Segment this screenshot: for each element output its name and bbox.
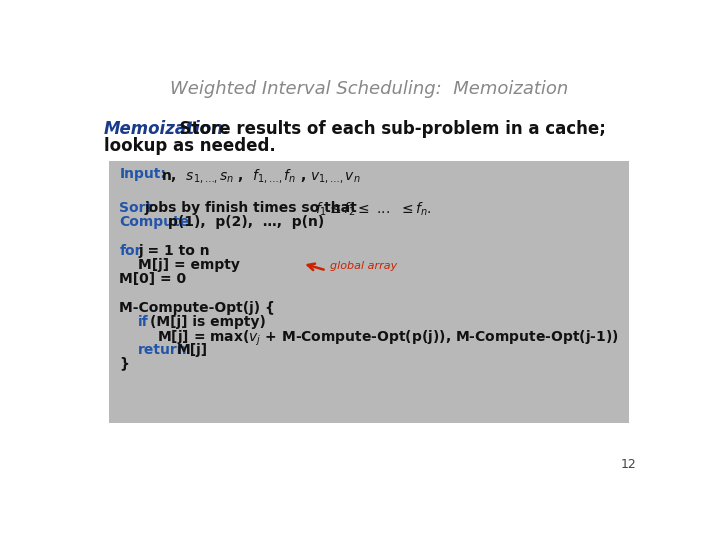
Text: M[j] = max($v_j$ + M-Compute-Opt(p(j)), M-Compute-Opt(j-1)): M[j] = max($v_j$ + M-Compute-Opt(p(j)), …: [157, 329, 618, 348]
Text: Sort: Sort: [120, 201, 153, 215]
Text: p(1),  p(2),  …,  p(n): p(1), p(2), …, p(n): [168, 215, 324, 229]
FancyBboxPatch shape: [109, 161, 629, 423]
Text: return: return: [138, 343, 188, 357]
Text: lookup as needed.: lookup as needed.: [104, 137, 276, 155]
Text: Compute: Compute: [120, 215, 189, 229]
Text: j = 1 to n: j = 1 to n: [138, 244, 210, 258]
Text: Weighted Interval Scheduling:  Memoization: Weighted Interval Scheduling: Memoizatio…: [170, 80, 568, 98]
Text: global array: global array: [330, 261, 397, 271]
Text: }: }: [120, 356, 130, 370]
Text: M-Compute-Opt(j) {: M-Compute-Opt(j) {: [120, 301, 275, 315]
Text: jobs by finish times so that: jobs by finish times so that: [144, 201, 366, 215]
Text: M[j]: M[j]: [177, 343, 208, 357]
Text: M[0] = 0: M[0] = 0: [120, 272, 186, 286]
Text: M[j] = empty: M[j] = empty: [138, 258, 240, 272]
Text: (M[j] is empty): (M[j] is empty): [150, 315, 266, 329]
Text: 12: 12: [621, 458, 636, 471]
Text: $f_1 \leq f_2 \leq$ ...  $\leq f_n$.: $f_1 \leq f_2 \leq$ ... $\leq f_n$.: [315, 201, 431, 219]
Text: if: if: [138, 315, 148, 329]
Text: Input:: Input:: [120, 167, 166, 181]
Text: for: for: [120, 244, 142, 258]
Text: Memoization.: Memoization.: [104, 120, 230, 138]
Text: n,  $s_{1,\ldots,}s_n$ ,  $f_{1,\ldots,}f_n$ , $v_{1,\ldots,}v_n$: n, $s_{1,\ldots,}s_n$ , $f_{1,\ldots,}f_…: [161, 167, 361, 185]
Text: Store results of each sub-problem in a cache;: Store results of each sub-problem in a c…: [168, 120, 606, 138]
